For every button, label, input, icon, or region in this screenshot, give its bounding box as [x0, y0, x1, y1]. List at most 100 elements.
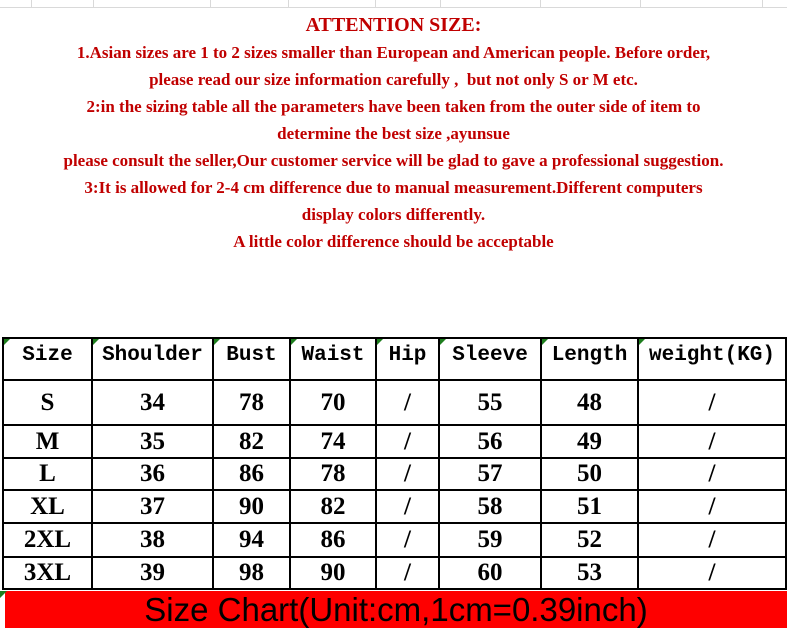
table-cell: 49: [540, 424, 639, 459]
size-chart-banner: Size Chart(Unit:cm,1cm=0.39inch): [5, 591, 787, 628]
table-cell: 57: [438, 457, 542, 491]
size-chart-banner-label: Size Chart(Unit:cm,1cm=0.39inch): [144, 590, 648, 628]
table-cell: /: [637, 522, 787, 558]
table-row-xl: XL 37 90 82 / 58 51 /: [2, 489, 787, 524]
table-cell: 98: [212, 556, 291, 590]
table-cell: S: [2, 379, 93, 426]
excel-corner-triangle-icon: [378, 340, 383, 345]
table-cell: /: [375, 379, 440, 426]
column-header-length: Length: [540, 337, 639, 381]
table-cell: 34: [91, 379, 214, 426]
column-header-waist: Waist: [289, 337, 377, 381]
table-cell: 78: [289, 457, 377, 491]
column-header-label: Sleeve: [452, 344, 528, 367]
table-cell: XL: [2, 489, 93, 524]
table-cell: 94: [212, 522, 291, 558]
table-row-2xl: 2XL 38 94 86 / 59 52 /: [2, 522, 787, 558]
table-cell: /: [637, 489, 787, 524]
column-header-hip: Hip: [375, 337, 440, 381]
table-cell: 78: [212, 379, 291, 426]
table-cell: 50: [540, 457, 639, 491]
gridline: [288, 0, 289, 7]
column-header-label: Length: [551, 344, 628, 367]
attention-line: 2:in the sizing table all the parameters…: [86, 97, 701, 116]
table-cell: 74: [289, 424, 377, 459]
table-cell: 86: [212, 457, 291, 491]
table-cell: 39: [91, 556, 214, 590]
column-header-label: Waist: [301, 344, 365, 367]
table-cell: 37: [91, 489, 214, 524]
gridline: [440, 0, 441, 7]
gridline: [210, 0, 211, 7]
attention-line: please consult the seller,Our customer s…: [63, 151, 724, 170]
table-cell: /: [375, 424, 440, 459]
table-cell: M: [2, 424, 93, 459]
table-row-l: L 36 86 78 / 57 50 /: [2, 457, 787, 491]
gridline: [762, 0, 763, 7]
table-cell: /: [637, 379, 787, 426]
table-cell: /: [637, 556, 787, 590]
table-cell: 38: [91, 522, 214, 558]
column-header-label: Hip: [388, 344, 427, 367]
gridline: [640, 0, 641, 7]
table-cell: L: [2, 457, 93, 491]
column-header-label: Bust: [226, 344, 277, 367]
table-cell: 60: [438, 556, 542, 590]
size-table: Size Shoulder Bust Waist Hip Sleeve Leng…: [2, 337, 787, 590]
excel-corner-triangle-icon: [0, 591, 7, 598]
attention-line: 3:It is allowed for 2-4 cm difference du…: [84, 178, 703, 197]
gridline: [0, 7, 787, 8]
excel-corner-triangle-icon: [441, 340, 446, 345]
excel-corner-triangle-icon: [543, 340, 548, 345]
table-cell: 82: [212, 424, 291, 459]
table-cell: 53: [540, 556, 639, 590]
gridline: [540, 0, 541, 7]
excel-corner-triangle-icon: [215, 340, 220, 345]
excel-corner-triangle-icon: [5, 340, 10, 345]
table-cell: 90: [289, 556, 377, 590]
column-header-sleeve: Sleeve: [438, 337, 542, 381]
gridline: [375, 0, 376, 7]
table-cell: 52: [540, 522, 639, 558]
table-cell: 56: [438, 424, 542, 459]
column-header-shoulder: Shoulder: [91, 337, 214, 381]
table-cell: 90: [212, 489, 291, 524]
table-cell: /: [637, 457, 787, 491]
table-cell: 51: [540, 489, 639, 524]
attention-title: ATTENTION SIZE:: [305, 14, 482, 36]
table-cell: 2XL: [2, 522, 93, 558]
excel-corner-triangle-icon: [292, 340, 297, 345]
table-cell: 36: [91, 457, 214, 491]
excel-corner-triangle-icon: [94, 340, 99, 345]
table-cell: /: [375, 556, 440, 590]
table-cell: 55: [438, 379, 542, 426]
attention-line: please read our size information careful…: [149, 70, 638, 89]
table-cell: 3XL: [2, 556, 93, 590]
column-header-label: Shoulder: [102, 344, 203, 367]
column-header-label: Size: [22, 344, 73, 367]
gridline: [31, 0, 32, 7]
table-cell: /: [375, 489, 440, 524]
table-cell: 35: [91, 424, 214, 459]
table-cell: /: [375, 457, 440, 491]
table-cell: 70: [289, 379, 377, 426]
column-header-weight: weight(KG): [637, 337, 787, 381]
table-cell: 58: [438, 489, 542, 524]
attention-notes: ATTENTION SIZE: 1.Asian sizes are 1 to 2…: [0, 12, 787, 255]
table-row-m: M 35 82 74 / 56 49 /: [2, 424, 787, 459]
table-row-s: S 34 78 70 / 55 48 /: [2, 379, 787, 426]
attention-line: 1.Asian sizes are 1 to 2 sizes smaller t…: [76, 43, 711, 62]
attention-line: display colors differently.: [301, 205, 486, 224]
attention-line: determine the best size ,ayunsue: [277, 124, 510, 143]
table-cell: 48: [540, 379, 639, 426]
gridline: [93, 0, 94, 7]
table-cell: /: [637, 424, 787, 459]
column-header-label: weight(KG): [648, 344, 776, 367]
table-cell: 82: [289, 489, 377, 524]
excel-corner-triangle-icon: [640, 340, 645, 345]
column-header-size: Size: [2, 337, 93, 381]
table-cell: 86: [289, 522, 377, 558]
table-header-row: Size Shoulder Bust Waist Hip Sleeve Leng…: [2, 337, 787, 381]
table-cell: 59: [438, 522, 542, 558]
table-row-3xl: 3XL 39 98 90 / 60 53 /: [2, 556, 787, 590]
